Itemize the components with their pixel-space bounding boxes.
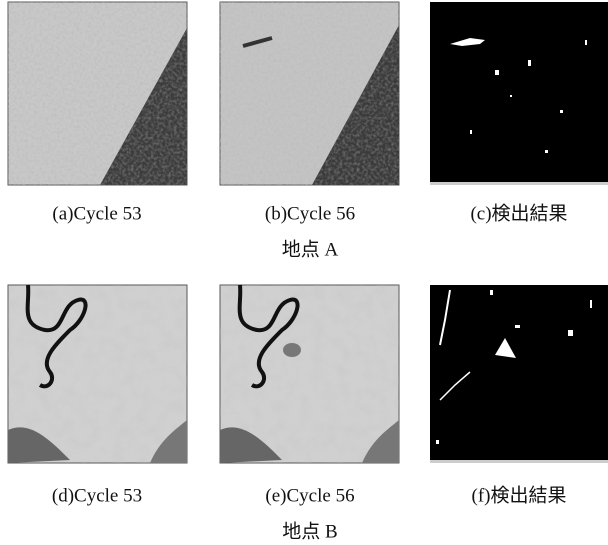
image-e	[220, 285, 399, 463]
figure: (a)Cycle 53 (b)Cycle 56 (c)検出結果 地点 A (d)…	[0, 0, 608, 545]
caption: (a)Cycle 53	[52, 203, 141, 224]
image-f	[430, 285, 608, 463]
caption: (f)検出結果	[472, 484, 567, 506]
image-d	[8, 285, 187, 463]
group-label: 地点 A	[282, 238, 339, 260]
group-label: 地点 B	[282, 520, 337, 542]
caption: (c)検出結果	[470, 202, 567, 224]
image-a	[8, 2, 187, 185]
image-c	[430, 2, 608, 185]
caption: (b)Cycle 56	[265, 203, 355, 224]
caption: (d)Cycle 53	[52, 485, 142, 506]
caption: (e)Cycle 56	[265, 485, 354, 506]
image-b	[220, 2, 399, 185]
